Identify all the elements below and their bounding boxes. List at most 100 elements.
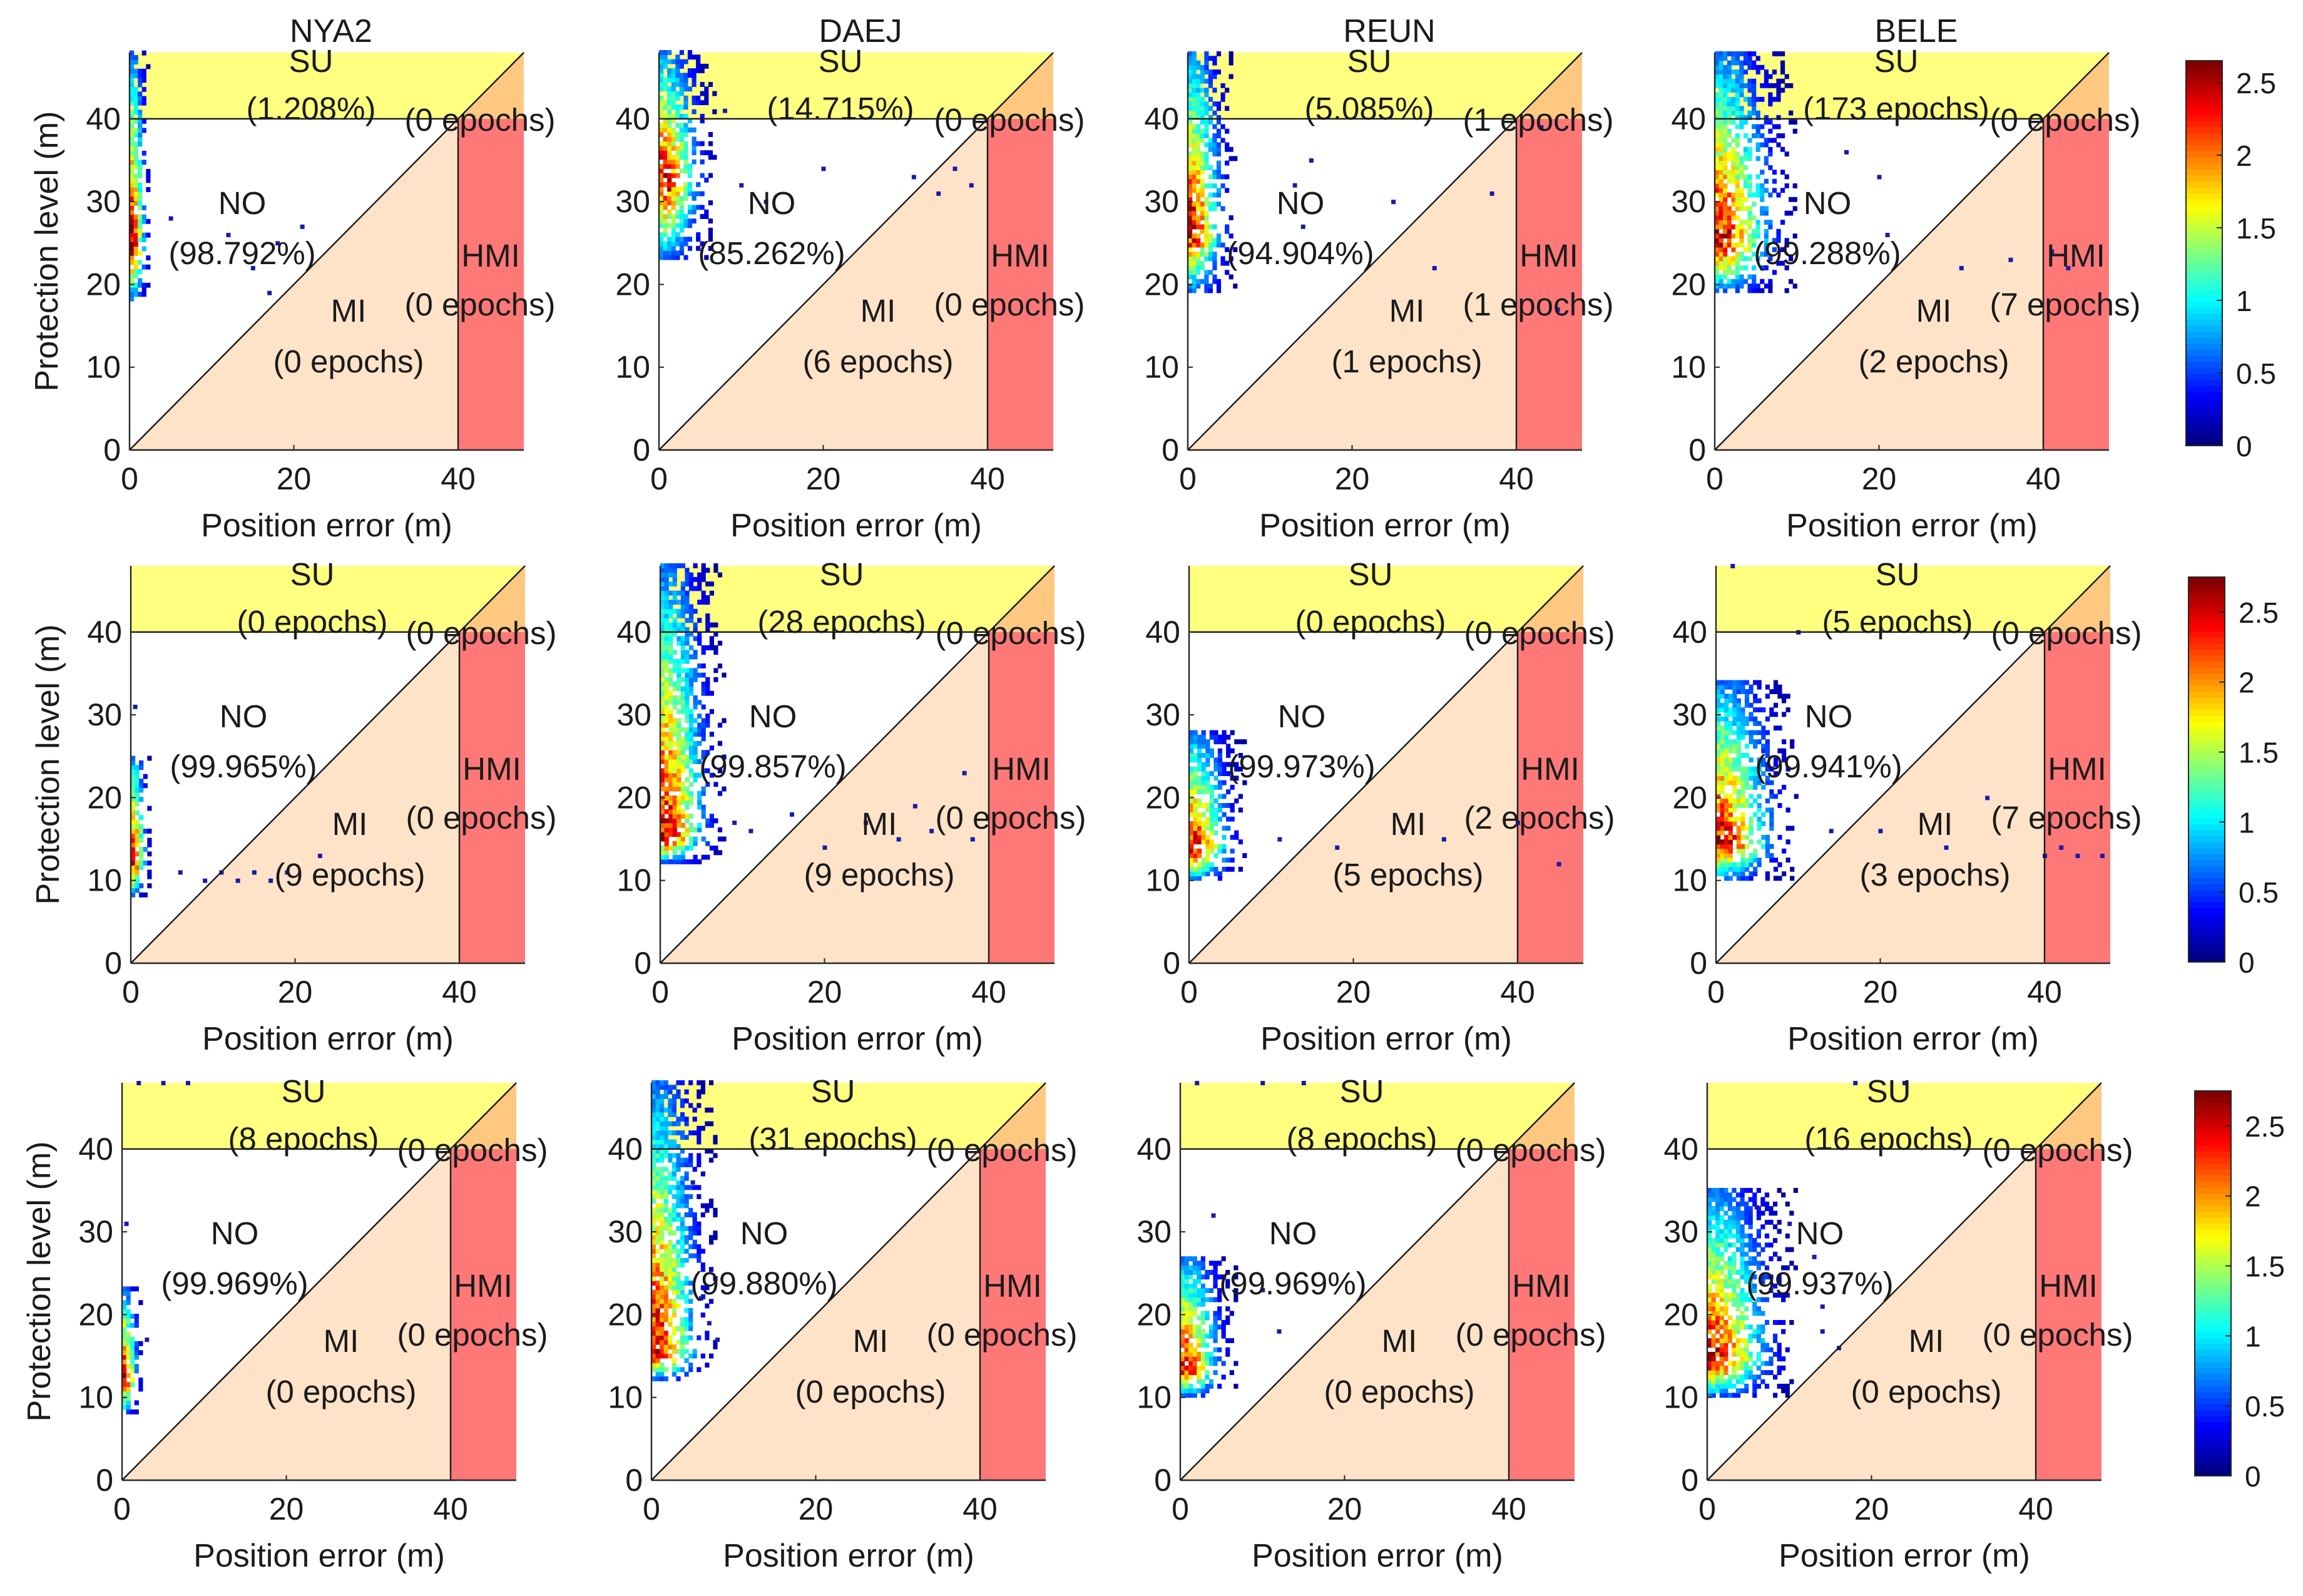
density-cell (139, 815, 144, 821)
density-cell (1773, 712, 1779, 717)
density-cell (660, 859, 665, 864)
outlier-cell (300, 224, 305, 229)
density-cell (1761, 757, 1766, 763)
density-cell (677, 686, 682, 692)
density-cell (130, 1382, 135, 1388)
density-cell (1225, 1306, 1230, 1312)
density-cell (1188, 64, 1193, 70)
outlier-cell (1820, 1329, 1825, 1334)
density-cell (1747, 224, 1752, 230)
density-cell (1764, 69, 1769, 74)
density-cell (705, 690, 710, 696)
density-cell (1715, 247, 1720, 252)
density-cell (655, 1371, 660, 1377)
density-cell (685, 658, 690, 664)
density-cell (135, 874, 140, 879)
density-cell (1752, 1361, 1757, 1366)
density-cell (1238, 839, 1243, 845)
density-cell (1764, 1201, 1770, 1207)
density-cell (135, 837, 140, 843)
density-cell (1732, 1393, 1737, 1398)
no-label: NO (1805, 698, 1853, 734)
density-cell (1732, 775, 1737, 781)
density-cell (685, 832, 690, 837)
density-cell (1785, 1265, 1790, 1271)
density-cell (697, 586, 702, 591)
density-cell (1736, 730, 1741, 735)
density-cell (696, 182, 701, 187)
outlier-cell (1277, 1329, 1282, 1334)
density-cell (1735, 51, 1740, 56)
density-cell (126, 1400, 131, 1406)
density-cell (680, 850, 685, 856)
density-cell (1201, 766, 1206, 772)
y-tick-label: 40 (615, 101, 650, 136)
density-cell (667, 91, 672, 96)
density-cell (1747, 215, 1752, 220)
density-cell (680, 608, 685, 614)
density-cell (668, 640, 673, 646)
density-cell (1707, 1238, 1712, 1243)
density-cell (1715, 142, 1720, 148)
density-cell (1204, 124, 1209, 130)
density-cell (1768, 220, 1773, 225)
su-region (1188, 53, 1516, 119)
density-cell (668, 1262, 673, 1267)
colorbar-step (2195, 1127, 2231, 1134)
density-cell (1180, 1374, 1185, 1380)
density-cell (130, 1378, 135, 1383)
density-cell (1225, 247, 1230, 252)
density-cell (685, 727, 690, 732)
density-cell (671, 1331, 677, 1336)
density-cell (664, 586, 669, 591)
density-cell (131, 774, 136, 779)
density-cell (1711, 1251, 1716, 1257)
density-cell (663, 1175, 668, 1181)
density-cell (663, 1285, 668, 1291)
density-cell (688, 718, 694, 724)
density-cell (1205, 807, 1210, 813)
density-cell (1792, 128, 1797, 134)
outlier-cell (748, 829, 753, 834)
density-cell (680, 627, 685, 632)
density-cell (680, 1221, 685, 1227)
colorbar-step (2188, 866, 2225, 872)
density-cell (688, 1244, 693, 1249)
density-cell (1197, 784, 1202, 790)
density-cell (668, 1175, 673, 1181)
colorbar-step (2195, 1319, 2231, 1326)
density-cell (1192, 1297, 1197, 1302)
density-cell (672, 764, 677, 769)
density-cell (1196, 170, 1201, 175)
density-cell (663, 1349, 668, 1354)
colorbar-step (2186, 121, 2222, 128)
density-cell (1755, 69, 1760, 74)
density-cell (1188, 1333, 1193, 1339)
density-cell (663, 1271, 668, 1277)
density-cell (679, 136, 684, 142)
density-cell (1727, 1265, 1732, 1271)
density-cell (655, 1285, 660, 1291)
density-cell (1740, 1351, 1745, 1357)
density-cell (1192, 165, 1197, 170)
density-cell (1789, 279, 1794, 284)
colorbar-step (2188, 763, 2225, 770)
density-cell (664, 841, 669, 846)
density-cell (668, 1121, 673, 1127)
density-cell (1222, 803, 1227, 808)
density-cell (1204, 274, 1209, 280)
density-cell (1230, 784, 1235, 790)
density-cell (1723, 64, 1728, 70)
density-cell (663, 136, 668, 142)
density-cell (1739, 88, 1744, 93)
density-cell (1732, 748, 1737, 754)
density-cell (1740, 812, 1745, 817)
density-cell (1727, 1338, 1732, 1343)
density-cell (1735, 274, 1740, 280)
density-cell (697, 1194, 702, 1199)
density-cell (1755, 228, 1760, 234)
density-cell (1727, 151, 1732, 156)
density-cell (1197, 876, 1202, 881)
density-cell (1230, 857, 1235, 863)
density-cell (655, 1262, 660, 1267)
